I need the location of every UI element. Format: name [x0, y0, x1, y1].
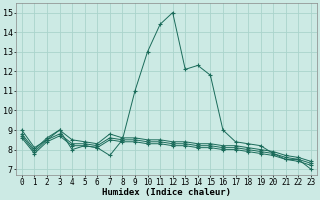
- X-axis label: Humidex (Indice chaleur): Humidex (Indice chaleur): [102, 188, 231, 197]
